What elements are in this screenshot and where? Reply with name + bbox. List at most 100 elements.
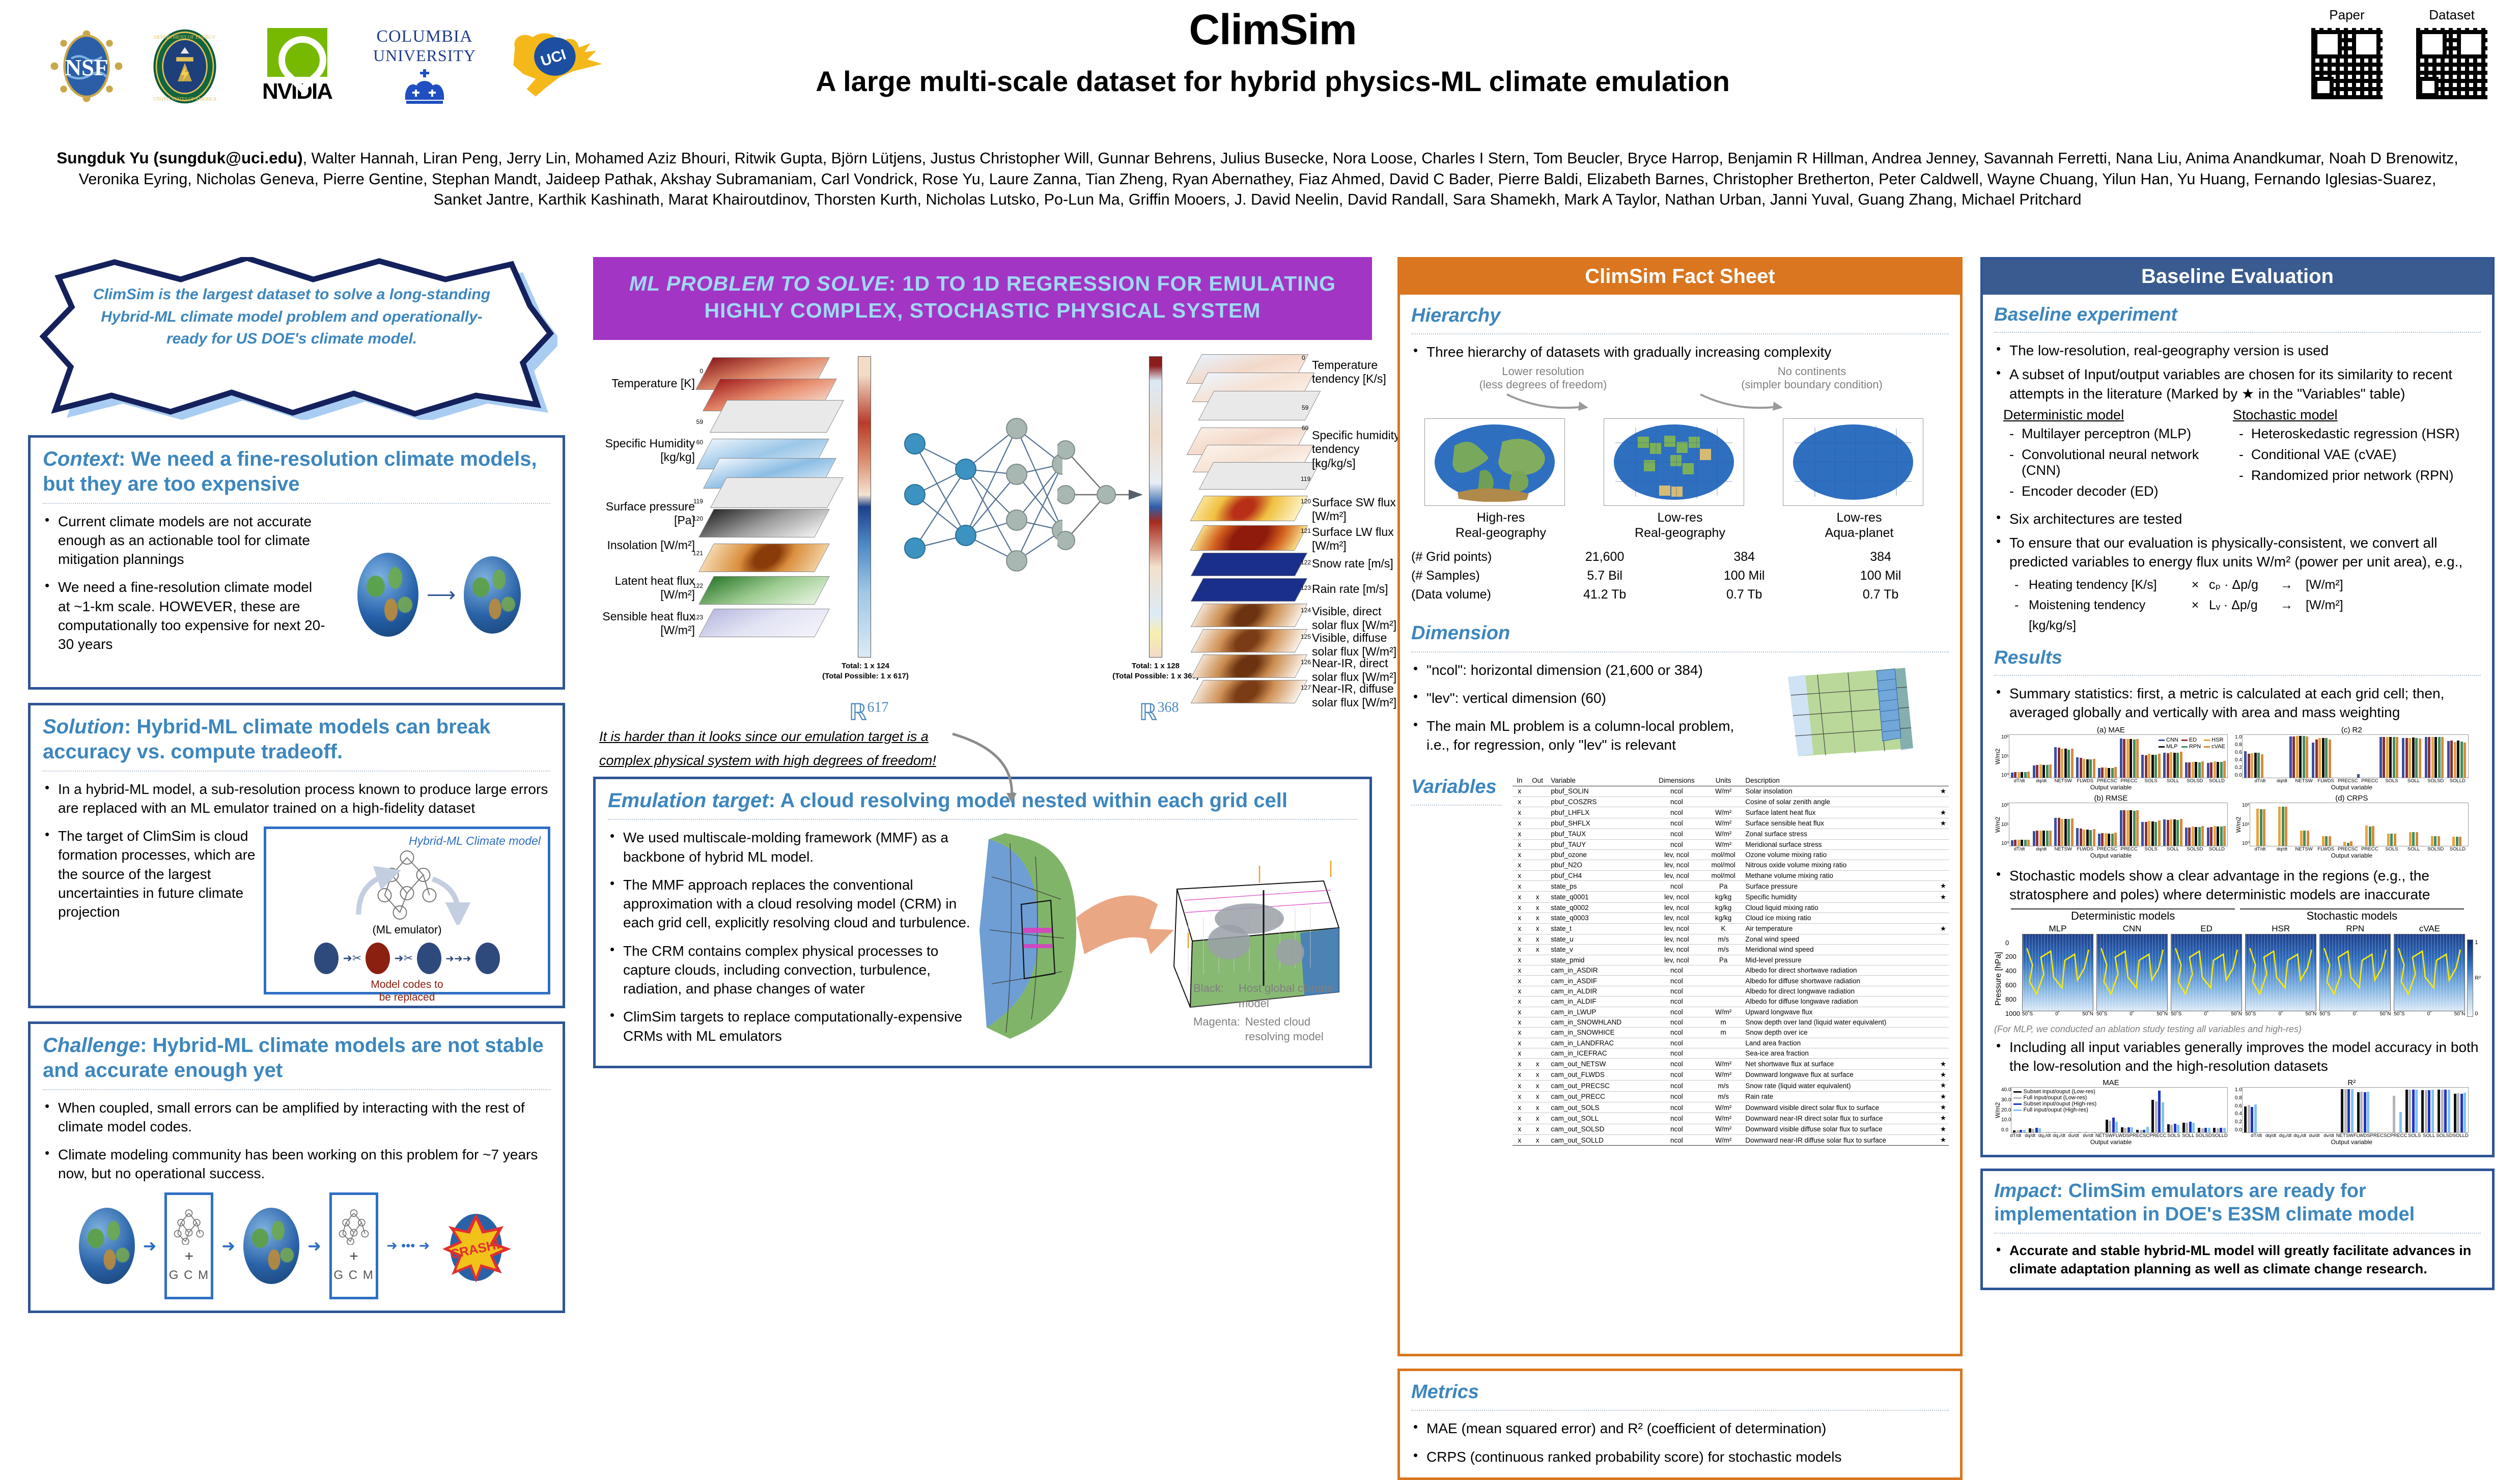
bar [2020,1130,2022,1132]
ytick: 10¹ [2001,754,2009,759]
map-surface-sw-flux [1190,496,1308,521]
bar [2035,1128,2038,1132]
impact-heading-em: Impact [1994,1180,2056,1202]
cell-variable: state_ps [1548,881,1649,892]
qr-dataset-code[interactable] [2414,26,2489,101]
xtick: SOLL [2162,846,2184,852]
deterministic-models: Deterministic model Multilayer perceptro… [2003,407,2223,504]
bar [2248,1105,2250,1133]
xtick: dq/dt [2030,846,2052,852]
bar [2434,836,2437,846]
cell-star [1938,849,1949,860]
cell-out [1527,807,1548,818]
legend-entry: MLP [2159,744,2178,750]
bar [2448,1090,2450,1132]
bar [2039,764,2042,778]
bar [2083,759,2085,778]
list-item: Conditional VAE (cVAE) [2236,447,2481,463]
input-index-121: 121 [688,550,703,557]
bar [2173,753,2176,778]
ellipsis-arrow-icon: ➜ ••• ➜ [386,1238,430,1254]
ytick: 10¹ [2242,822,2250,828]
xtick: 50˚S [2319,1011,2330,1017]
cell-out: x [1527,1080,1548,1091]
xtick: PRECC [2359,846,2381,852]
bar [2123,739,2125,778]
cbar-top: 1 [2475,940,2481,946]
chart-xlabel: Output variable [2235,852,2469,859]
conversion-op: × [2187,575,2204,595]
chart-plot-area: CNN ED HSR MLP RPN cVAE [2009,734,2228,778]
cell-description: Albedo for direct longwave radiation [1743,986,1938,996]
bar-group [2098,803,2117,846]
note-line1: Lower resolution [1467,365,1619,378]
bar [2109,1121,2111,1132]
xtick: SOLLD [2447,778,2469,784]
cell-description: Ozone volume mixing ratio [1743,849,1938,860]
bar [2133,739,2136,778]
input-index-0: 0 [689,367,703,375]
bar-group [2341,1088,2354,1132]
output-label-lw-flux: Surface LW flux [W/m²] [1312,525,1401,553]
bar-group [2163,803,2182,846]
cell-in: x [1513,902,1527,913]
xtick: dT/dt [2249,1133,2263,1139]
bar [2195,762,2197,778]
qr-paper-code[interactable] [2309,26,2385,101]
bar [2158,754,2161,778]
cell-units [1704,997,1743,1007]
ytick: 0 [2005,940,2020,946]
bar [2457,741,2459,778]
bar [2325,836,2328,846]
bar [2367,1092,2369,1132]
bar [2416,832,2418,846]
cell-description: Snow depth over land (liquid water equiv… [1743,1017,1938,1027]
input-index-122: 122 [688,582,703,589]
xtick: FLWDS [2315,778,2337,784]
bar [2011,773,2013,778]
cell-units: kg/kg [1704,913,1743,923]
column-factsheet: ClimSim Fact Sheet Hierarchy Three hiera… [1397,257,1963,1480]
cell-dimensions: lev, ncol [1649,892,1704,902]
qr-paper-label: Paper [2329,7,2364,23]
list-item: Current climate models are not accurate … [43,512,328,569]
bar [2256,809,2259,846]
bar [2214,826,2216,846]
bar [2201,826,2204,846]
xtick: dT/dt [2249,778,2271,784]
cell-out: x [1527,945,1548,955]
bar [2438,737,2441,778]
qr-dataset[interactable]: Dataset [2414,7,2489,101]
bar [2013,1130,2015,1132]
bar [2036,765,2038,778]
bar [2014,840,2017,846]
qr-paper[interactable]: Paper [2309,7,2385,101]
bar [2188,762,2191,778]
cell-variable: cam_in_ALDIR [1548,986,1649,996]
page-subtitle: A large multi-scale dataset for hybrid p… [585,65,1960,98]
bar [2115,1122,2118,1132]
bar [2452,837,2455,846]
xtick: NETSW [2293,846,2315,852]
cell-description: Cloud liquid mixing ratio [1743,902,1938,913]
bar [2114,833,2117,846]
cell-dimensions: ncol [1649,1091,1704,1102]
panel-fact-sheet: ClimSim Fact Sheet Hierarchy Three hiera… [1397,257,1963,1356]
output-space-symbol: ℝ368 [1139,698,1179,726]
cell-dimensions: ncol [1649,1080,1704,1091]
context-heading: Context: We need a fine-resolution clima… [43,447,550,497]
chart-title: (b) RMSE [1994,794,2228,803]
bar [2170,1125,2173,1132]
bar [2325,738,2328,778]
model-node [417,943,441,974]
bar [2260,809,2262,846]
cell-units: Pa [1704,955,1743,965]
cell-variable: pbuf_LHFLX [1548,807,1649,818]
cell-in: x [1513,976,1527,986]
output-label-snow-rate: Snow rate [m/s] [1312,557,1401,571]
